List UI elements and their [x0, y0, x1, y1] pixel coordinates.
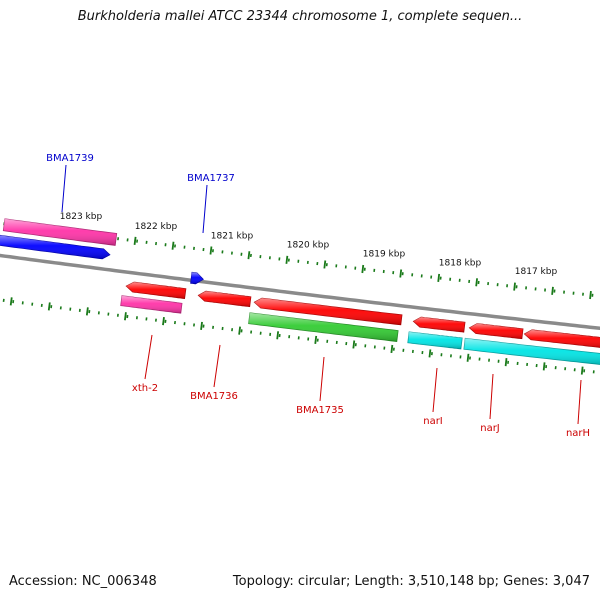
- major-tick-lower: [466, 353, 470, 362]
- ruler-label: 1818 kbp: [439, 259, 482, 269]
- major-tick-lower: [238, 326, 241, 335]
- ruler-label: 1821 kbp: [211, 231, 254, 241]
- major-tick-upper: [323, 260, 327, 269]
- gene-arrow-gloss: [3, 218, 117, 246]
- major-tick-lower: [504, 358, 508, 367]
- major-tick-lower: [542, 362, 546, 371]
- gene-feature[interactable]: [253, 297, 403, 326]
- gene-feature[interactable]: [523, 329, 600, 349]
- map-title: Burkholderia mallei ATCC 23344 chromosom…: [77, 9, 523, 24]
- gene-arrow-gloss: [198, 291, 251, 307]
- major-tick-upper: [361, 264, 365, 274]
- major-tick-lower: [200, 321, 203, 330]
- major-tick-lower: [47, 302, 51, 311]
- gene-feature[interactable]: [197, 290, 252, 308]
- gene-label-pointer: [432, 367, 438, 413]
- ruler-label: 1822 kbp: [135, 222, 178, 232]
- major-tick-lower: [9, 297, 13, 306]
- gene-arrow-gloss: [413, 317, 465, 333]
- gene-label-pointer: [213, 344, 221, 388]
- gene-label-pointer: [202, 184, 208, 234]
- major-tick-lower: [314, 335, 318, 344]
- gene-arrow-gloss: [190, 272, 204, 284]
- gene-label[interactable]: narI: [423, 416, 443, 427]
- major-tick-upper: [247, 251, 251, 260]
- gene-arrow-gloss: [407, 331, 463, 349]
- major-tick-upper: [209, 246, 213, 255]
- gene-label-pointer: [577, 379, 582, 425]
- gene-arrow-gloss: [248, 312, 399, 342]
- gene-feature[interactable]: [190, 271, 204, 285]
- major-tick-upper: [513, 282, 516, 291]
- gene-arrow-gloss: [254, 298, 402, 325]
- gene-arrow-gloss: [469, 323, 523, 339]
- gene-arrow-gloss: [0, 235, 110, 259]
- major-tick-upper: [551, 286, 554, 295]
- gene-arrow-gloss: [120, 295, 182, 314]
- gene-feature[interactable]: [463, 337, 600, 365]
- gene-feature[interactable]: [248, 312, 399, 342]
- gene-label[interactable]: BMA1737: [187, 173, 235, 184]
- gene-label[interactable]: BMA1736: [190, 391, 238, 402]
- gene-feature[interactable]: [2, 218, 118, 246]
- gene-feature[interactable]: [0, 234, 111, 260]
- chromosome-backbone: [0, 253, 600, 331]
- gene-feature[interactable]: [468, 323, 524, 340]
- gene-label[interactable]: BMA1739: [46, 153, 94, 164]
- major-tick-upper: [437, 273, 441, 282]
- major-tick-upper: [133, 236, 137, 245]
- ruler-label: 1819 kbp: [363, 250, 406, 260]
- gene-label[interactable]: xth-2: [132, 383, 158, 394]
- major-tick-lower: [428, 349, 432, 358]
- topology-summary: Topology: circular; Length: 3,510,148 bp…: [232, 574, 590, 589]
- gene-label[interactable]: BMA1735: [296, 405, 344, 416]
- major-tick-upper: [171, 241, 175, 250]
- major-tick-lower: [124, 312, 127, 321]
- major-tick-upper: [475, 278, 478, 287]
- ruler-label: 1820 kbp: [287, 241, 330, 251]
- gene-feature[interactable]: [125, 281, 187, 300]
- major-tick-lower: [162, 317, 165, 326]
- gene-feature[interactable]: [407, 331, 463, 350]
- major-tick-lower: [580, 366, 584, 375]
- gene-label[interactable]: narH: [566, 428, 590, 439]
- backbone-layer: [0, 253, 600, 331]
- gene-arrow-gloss: [524, 329, 600, 348]
- ruler-label: 1817 kbp: [515, 267, 558, 277]
- major-tick-lower: [276, 331, 280, 340]
- ruler-label: 1823 kbp: [60, 212, 103, 222]
- major-tick-lower: [352, 340, 356, 349]
- gene-feature[interactable]: [412, 316, 466, 333]
- major-tick-upper: [589, 290, 592, 300]
- label-layer: 1823 kbp 1822 kbp 1821 kbp 1820 kbp 1819 kbp…: [46, 153, 590, 439]
- gene-label-pointer: [61, 164, 67, 213]
- accession-label: Accession: NC_006348: [9, 574, 157, 589]
- major-tick-lower: [390, 344, 394, 354]
- gene-arrow-gloss: [126, 282, 186, 299]
- major-tick-lower: [85, 307, 89, 316]
- major-tick-upper: [285, 255, 289, 264]
- gene-feature[interactable]: [120, 295, 183, 314]
- gene-layer: [0, 218, 600, 365]
- gene-arrow-gloss: [463, 338, 600, 365]
- gene-label-pointer: [319, 356, 325, 402]
- major-tick-upper: [399, 269, 403, 278]
- gene-label[interactable]: narJ: [480, 423, 500, 434]
- gene-label-pointer: [489, 373, 494, 420]
- gene-label-pointer: [144, 334, 153, 380]
